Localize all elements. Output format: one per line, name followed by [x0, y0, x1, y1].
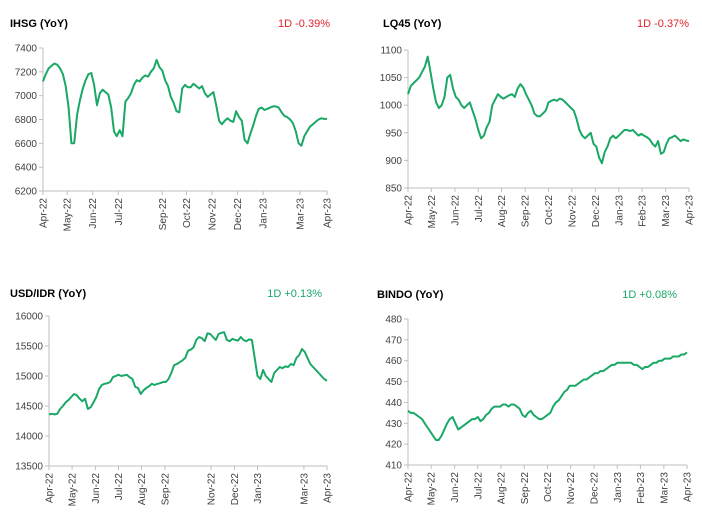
- x-tick-label: Mar-23: [661, 195, 672, 227]
- x-tick-label: Apr-22: [404, 472, 415, 502]
- y-tick-label: 410: [385, 461, 402, 472]
- y-tick-label: 900: [385, 156, 402, 167]
- y-tick-label: 7000: [15, 91, 38, 102]
- x-tick-label: Dec-22: [590, 472, 601, 505]
- y-tick-label: 6600: [15, 139, 38, 150]
- x-tick-label: Jun-22: [91, 473, 102, 504]
- x-tick-label: Apr-23: [683, 472, 694, 502]
- y-tick-label: 14000: [15, 432, 43, 443]
- y-tick-label: 950: [385, 128, 402, 139]
- x-tick-label: Sep-22: [521, 195, 532, 228]
- y-tick-label: 6200: [15, 187, 38, 198]
- y-tick-label: 6400: [15, 163, 38, 174]
- series-line: [48, 331, 328, 416]
- y-tick-label: 850: [385, 184, 402, 195]
- daily-change-label: 1D -0.39%: [278, 18, 330, 30]
- lq45-line-chart: 850 900 950 1000 1050 1100 Apr-22 May-22 Jun-22 J…: [380, 46, 696, 229]
- x-tick-label: May-22: [427, 472, 438, 506]
- y-tick-label: 7200: [15, 67, 38, 78]
- x-tick-label: Jun-22: [450, 195, 461, 226]
- x-tick-label: Dec-22: [233, 198, 244, 231]
- y-tick-label: 7400: [15, 44, 38, 55]
- x-tick-label: Aug-22: [496, 472, 507, 505]
- x-tick-label: Jun-22: [450, 472, 461, 503]
- y-tick-label: 6800: [15, 115, 38, 126]
- series-line: [407, 351, 688, 441]
- x-tick-label: Oct-22: [182, 198, 193, 228]
- x-tick-label: Dec-22: [230, 473, 241, 506]
- y-tick-label: 470: [385, 335, 402, 346]
- daily-change-label: 1D -0.37%: [637, 18, 689, 30]
- x-tick-label: May-22: [68, 473, 79, 507]
- chart-panel-bindo: BINDO (YoY) 1D +0.08% 410 420 430 440 450 460…: [351, 259, 702, 518]
- x-tick-label: Apr-22: [39, 198, 50, 228]
- x-tick-label: Apr-23: [323, 198, 334, 228]
- x-tick-label: Feb-23: [638, 195, 649, 227]
- x-tick-label: Apr-22: [45, 473, 56, 503]
- x-tick-label: May-22: [63, 198, 74, 232]
- x-tick-label: Jan-23: [253, 473, 264, 504]
- y-tick-label: 1050: [380, 73, 403, 84]
- x-tick-label: May-22: [427, 195, 438, 229]
- x-tick-label: Sep-22: [160, 473, 171, 506]
- daily-change-label: 1D +0.08%: [622, 289, 677, 301]
- x-tick-label: Oct-22: [543, 472, 554, 502]
- x-tick-label: Sep-22: [158, 198, 169, 231]
- x-tick-label: Dec-22: [591, 195, 602, 228]
- x-tick-label: Nov-22: [566, 472, 577, 505]
- ihsg-line-chart: 6200 6400 6600 6800 7000 7200 7400 Apr-22 May-22…: [15, 44, 334, 232]
- chart-title: LQ45 (YoY): [383, 18, 442, 30]
- y-tick-label: 15000: [15, 372, 43, 383]
- x-tick-label: Apr-23: [323, 473, 334, 503]
- chart-panel-ihsg: IHSG (YoY) 1D -0.39% 6200 6400 6600 6800 700…: [0, 0, 351, 259]
- y-tick-label: 460: [385, 356, 402, 367]
- series-line: [42, 58, 327, 147]
- x-tick-label: Jul-22: [473, 472, 484, 500]
- y-tick-label: 450: [385, 377, 402, 388]
- chart-title: BINDO (YoY): [377, 289, 444, 301]
- bindo-line-chart: 410 420 430 440 450 460 470 480 Apr-22 May-22 Jun-…: [385, 315, 694, 506]
- x-tick-label: Mar-23: [299, 473, 310, 505]
- y-tick-label: 430: [385, 419, 402, 430]
- x-tick-label: Jul-22: [474, 195, 485, 223]
- chart-title: IHSG (YoY): [10, 18, 68, 30]
- y-tick-label: 420: [385, 440, 402, 451]
- x-tick-label: Nov-22: [207, 473, 218, 506]
- x-tick-label: Mar-23: [659, 472, 670, 504]
- x-tick-label: Aug-22: [137, 473, 148, 506]
- y-tick-label: 1000: [380, 101, 403, 112]
- chart-title: USD/IDR (YoY): [10, 288, 87, 300]
- daily-change-label: 1D +0.13%: [267, 288, 322, 300]
- y-tick-label: 15500: [15, 342, 43, 353]
- x-tick-label: Nov-22: [567, 195, 578, 228]
- y-tick-label: 480: [385, 315, 402, 326]
- x-tick-label: Aug-22: [497, 195, 508, 228]
- y-tick-label: 13500: [15, 462, 43, 473]
- y-tick-label: 440: [385, 398, 402, 409]
- x-tick-label: Jan-23: [613, 472, 624, 503]
- x-tick-label: Jul-22: [114, 473, 125, 501]
- x-tick-label: Apr-23: [685, 195, 696, 225]
- x-tick-label: Jun-22: [88, 198, 99, 229]
- y-tick-label: 1100: [380, 46, 402, 57]
- y-tick-label: 16000: [15, 312, 43, 323]
- usdidr-line-chart: 13500 14000 14500 15000 15500 16000 Apr-22 May-…: [15, 312, 334, 507]
- x-tick-label: Mar-23: [296, 198, 307, 230]
- x-tick-label: Jan-23: [614, 195, 625, 226]
- x-tick-label: Jan-23: [259, 198, 270, 229]
- x-tick-label: Apr-22: [404, 195, 415, 225]
- x-tick-label: Jul-22: [114, 198, 125, 226]
- x-tick-label: Oct-22: [544, 195, 555, 225]
- x-tick-label: Sep-22: [520, 472, 531, 505]
- x-tick-label: Nov-22: [207, 198, 218, 231]
- chart-panel-usdidr: USD/IDR (YoY) 1D +0.13% 13500 14000 14500 1…: [0, 259, 351, 518]
- y-tick-label: 14500: [15, 402, 43, 413]
- chart-panel-lq45: LQ45 (YoY) 1D -0.37% 850 900 950 1000 1050 11…: [351, 0, 702, 259]
- series-line: [407, 55, 690, 165]
- x-tick-label: Feb-23: [636, 472, 647, 504]
